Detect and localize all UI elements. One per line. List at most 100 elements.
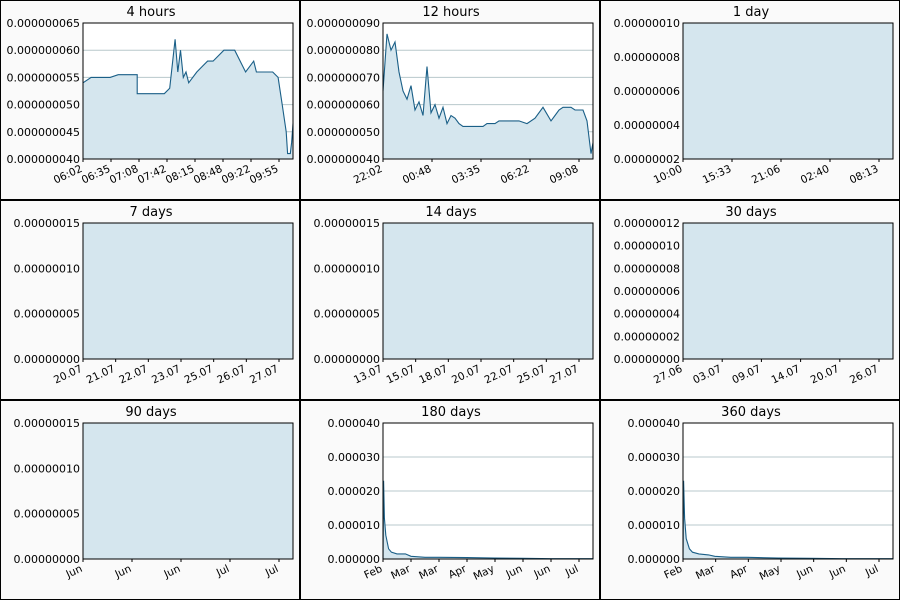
y-tick-label: 0.000000: [328, 553, 381, 566]
series-line: [82, 39, 294, 155]
series-area: [383, 223, 593, 359]
x-tick-label: 23.07: [150, 363, 182, 387]
x-tick-label: Jul: [263, 563, 280, 580]
x-tick-label: 10:00: [652, 163, 685, 187]
plot-frame: [682, 22, 894, 160]
x-tick-label: Jun: [161, 563, 182, 581]
chart-panel-1: 4 hours 0.000000040 0.000000045 0.000000050…: [0, 0, 300, 200]
y-tick-label: 0.00000005: [14, 508, 80, 521]
x-tick-label: 07:42: [136, 163, 169, 187]
y-tick-label: 0.000030: [628, 451, 681, 464]
plot-frame: [682, 422, 894, 560]
plot-frame: [682, 222, 894, 360]
x-tick-label: 14.07: [770, 363, 802, 387]
chart-panel-3: 1 day 0.00000002 0.00000004 0.00000006 0.000…: [600, 0, 900, 200]
chart-title: 90 days: [125, 405, 177, 420]
series-area: [83, 423, 293, 559]
x-tick-label: 03.07: [691, 363, 723, 387]
series-area: [83, 39, 293, 159]
series-area: [383, 33, 593, 159]
y-tick-label: 0.000010: [328, 519, 381, 532]
y-tick-label: 0.000000060: [307, 99, 380, 112]
series-line: [382, 480, 593, 560]
y-tick-label: 0.00000002: [614, 153, 680, 166]
y-tick-label: 0.000020: [328, 485, 381, 498]
plot-frame: [382, 22, 594, 160]
chart-title: 30 days: [725, 205, 777, 220]
x-tick-label: 20.07: [52, 363, 84, 387]
x-tick-label: 09:22: [220, 163, 253, 187]
x-tick-label: Jul: [863, 563, 880, 580]
chart-panel-5: 14 days 0.00000000 0.00000005 0.00000010 0.0…: [300, 200, 600, 400]
x-tick-label: 07:08: [108, 163, 141, 187]
x-tick-label: 15:33: [701, 163, 734, 187]
y-tick-label: 0.000020: [628, 485, 681, 498]
y-tick-label: 0.000040: [328, 417, 381, 430]
y-tick-label: 0.00000000: [314, 353, 380, 366]
x-tick-label: 15.07: [385, 363, 417, 387]
y-tick-label: 0.000000: [628, 553, 681, 566]
x-tick-label: Jun: [794, 563, 815, 581]
y-tick-label: 0.00000000: [14, 553, 80, 566]
chart-title: 4 hours: [127, 5, 176, 20]
x-tick-label: 09.07: [730, 363, 762, 387]
chart-panel-9: 360 days 0.000000 0.000010 0.000020 0.000030…: [600, 400, 900, 600]
x-tick-label: 20.07: [809, 363, 841, 387]
chart-panel-2: 12 hours 0.000000040 0.000000050 0.00000006…: [300, 0, 600, 200]
x-tick-label: 25.07: [183, 363, 215, 387]
x-tick-label: 25.07: [515, 363, 547, 387]
y-tick-label: 0.00000010: [314, 262, 380, 275]
x-tick-label: 06:22: [499, 163, 532, 187]
x-tick-label: 26.07: [215, 363, 247, 387]
y-tick-label: 0.00000010: [14, 462, 80, 475]
x-tick-label: May: [472, 563, 497, 583]
x-tick-label: 06:02: [52, 163, 85, 187]
y-tick-label: 0.000030: [328, 451, 381, 464]
chart-svg: 4 hours 0.000000040 0.000000045 0.000000050…: [7, 5, 294, 187]
y-tick-label: 0.00000010: [14, 262, 80, 275]
x-tick-label: Mar: [417, 563, 441, 583]
y-tick-label: 0.000000050: [307, 126, 380, 139]
y-tick-label: 0.00000008: [614, 51, 680, 64]
series-line: [382, 33, 594, 154]
y-tick-label: 0.000010: [628, 519, 681, 532]
y-tick-label: 0.00000012: [614, 217, 680, 230]
chart-panel-6: 30 days 0.00000000 0.00000002 0.00000004 0.0…: [600, 200, 900, 400]
y-tick-label: 0.000000045: [7, 126, 80, 139]
chart-title: 14 days: [425, 205, 477, 220]
series-area: [683, 223, 893, 359]
chart-svg: 180 days 0.000000 0.000010 0.000020 0.000030…: [328, 405, 594, 583]
y-tick-label: 0.00000002: [614, 330, 680, 343]
x-tick-label: Jul: [563, 563, 580, 580]
x-tick-label: 18.07: [417, 363, 449, 387]
x-tick-label: 20.07: [450, 363, 482, 387]
chart-svg: 14 days 0.00000000 0.00000005 0.00000010 0.0…: [314, 205, 594, 387]
chart-svg: 7 days 0.00000000 0.00000005 0.00000010 0.00…: [14, 205, 294, 387]
y-tick-label: 0.000000040: [307, 153, 380, 166]
plot-frame: [382, 422, 594, 560]
chart-title: 7 days: [129, 205, 172, 220]
x-tick-label: Jun: [827, 563, 848, 581]
y-tick-label: 0.00000005: [314, 308, 380, 321]
x-tick-label: May: [758, 563, 783, 583]
chart-svg: 30 days 0.00000000 0.00000002 0.00000004 0.0…: [614, 205, 894, 387]
y-tick-label: 0.00000004: [614, 308, 680, 321]
chart-svg: 1 day 0.00000002 0.00000004 0.00000006 0.000…: [614, 5, 894, 187]
x-tick-label: 21.07: [85, 363, 117, 387]
x-tick-label: Apr: [447, 563, 469, 582]
chart-title: 180 days: [421, 405, 481, 420]
x-tick-label: 27.07: [548, 363, 580, 387]
x-tick-label: 06:35: [80, 163, 113, 187]
x-tick-label: 21:06: [750, 163, 783, 187]
x-tick-label: 08:13: [848, 163, 881, 187]
y-tick-label: 0.00000015: [14, 217, 80, 230]
y-tick-label: 0.00000006: [614, 285, 680, 298]
y-tick-label: 0.00000015: [14, 417, 80, 430]
plot-frame: [382, 222, 594, 360]
chart-title: 1 day: [733, 5, 770, 20]
x-tick-label: 08:48: [192, 163, 225, 187]
y-tick-label: 0.000000055: [7, 71, 80, 84]
x-tick-label: 02:40: [799, 163, 832, 187]
y-tick-label: 0.00000008: [614, 262, 680, 275]
